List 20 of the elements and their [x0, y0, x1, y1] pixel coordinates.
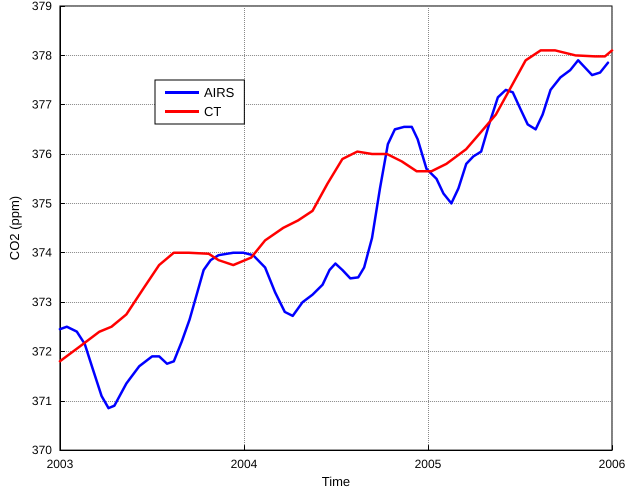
y-tick-label: 374 [32, 246, 52, 260]
y-tick-label: 372 [32, 344, 52, 358]
x-tick-label: 2006 [598, 457, 626, 472]
line-series [58, 59, 610, 410]
x-tick-label: 2005 [414, 457, 442, 472]
y-tick-label: 378 [32, 48, 52, 62]
y-tick-label: 375 [32, 196, 52, 210]
legend-label: CT [204, 104, 222, 119]
x-axis-title: Time [322, 474, 350, 489]
legend-label: AIRS [204, 85, 235, 100]
line-series [58, 49, 614, 363]
y-tick-label: 377 [32, 98, 52, 112]
y-tick-label: 371 [32, 394, 52, 408]
y-tick-label: 373 [32, 295, 52, 310]
y-tick-label: 370 [32, 443, 52, 458]
y-axis-title: CO2 (ppm) [7, 196, 22, 260]
y-tick-label: 376 [32, 147, 52, 162]
y-tick-label: 379 [32, 0, 52, 13]
x-tick-label: 2003 [46, 457, 74, 472]
x-tick-label: 2004 [230, 457, 258, 472]
